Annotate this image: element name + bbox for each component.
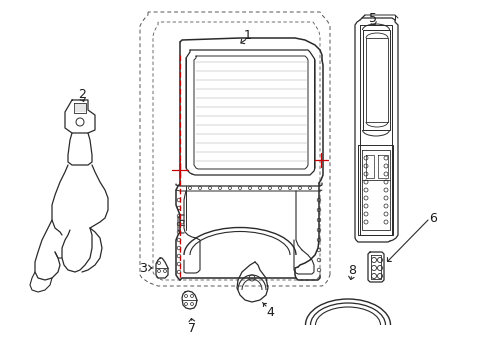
Text: 3: 3 <box>139 261 146 275</box>
Text: 6: 6 <box>428 212 436 225</box>
Text: 7: 7 <box>187 321 196 334</box>
Text: 1: 1 <box>244 28 251 41</box>
Text: 5: 5 <box>368 12 376 24</box>
Text: 4: 4 <box>265 306 273 319</box>
Text: 2: 2 <box>78 87 86 100</box>
Text: 8: 8 <box>347 264 355 276</box>
